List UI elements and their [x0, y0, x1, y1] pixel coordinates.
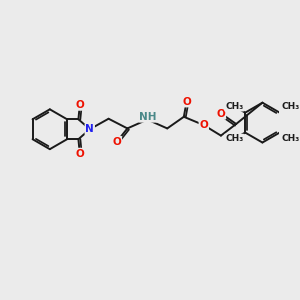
Text: N: N: [85, 124, 94, 134]
Text: CH₃: CH₃: [282, 102, 300, 111]
Text: O: O: [75, 148, 84, 159]
Text: O: O: [182, 97, 191, 106]
Text: CH₃: CH₃: [225, 134, 243, 143]
Text: NH: NH: [139, 112, 157, 122]
Text: CH₃: CH₃: [225, 102, 243, 111]
Text: O: O: [112, 137, 121, 147]
Text: O: O: [75, 100, 84, 110]
Text: CH₃: CH₃: [282, 134, 300, 143]
Text: O: O: [217, 109, 225, 119]
Text: O: O: [200, 120, 208, 130]
